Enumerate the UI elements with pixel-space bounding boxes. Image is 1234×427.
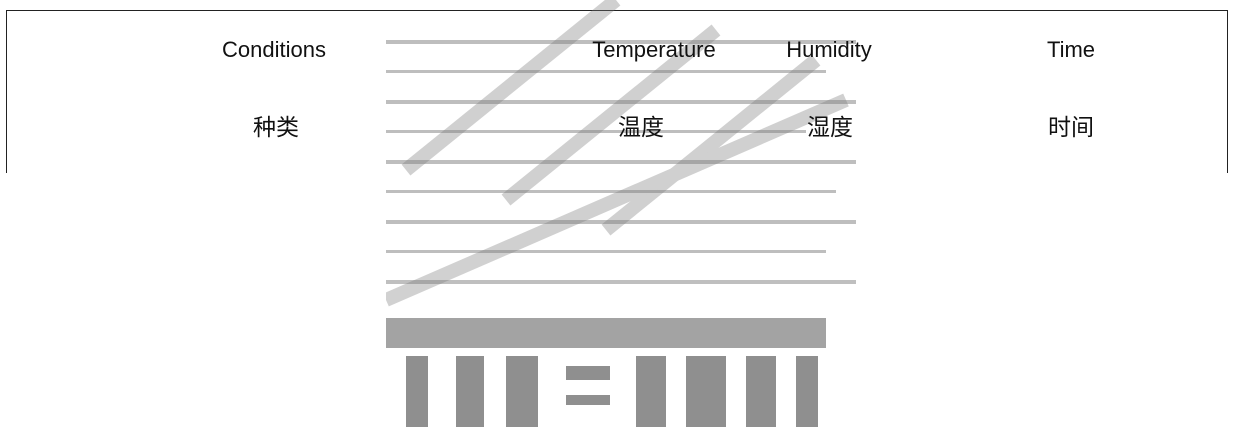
header-humidity: Humidity	[786, 37, 872, 62]
header-zh-type: 种类	[253, 115, 299, 141]
header-temperature: Temperature	[592, 37, 716, 62]
header-time: Time	[1046, 37, 1096, 62]
table-top-border	[6, 10, 1228, 11]
header-zh-time: 时间	[1048, 115, 1094, 141]
header-zh-humidity: 湿度	[807, 115, 853, 141]
table-right-border	[1227, 10, 1228, 173]
watermark-graphic	[386, 0, 856, 427]
header-conditions: Conditions	[222, 37, 326, 62]
header-zh-temperature: 温度	[618, 115, 664, 141]
table-left-border	[6, 10, 7, 173]
